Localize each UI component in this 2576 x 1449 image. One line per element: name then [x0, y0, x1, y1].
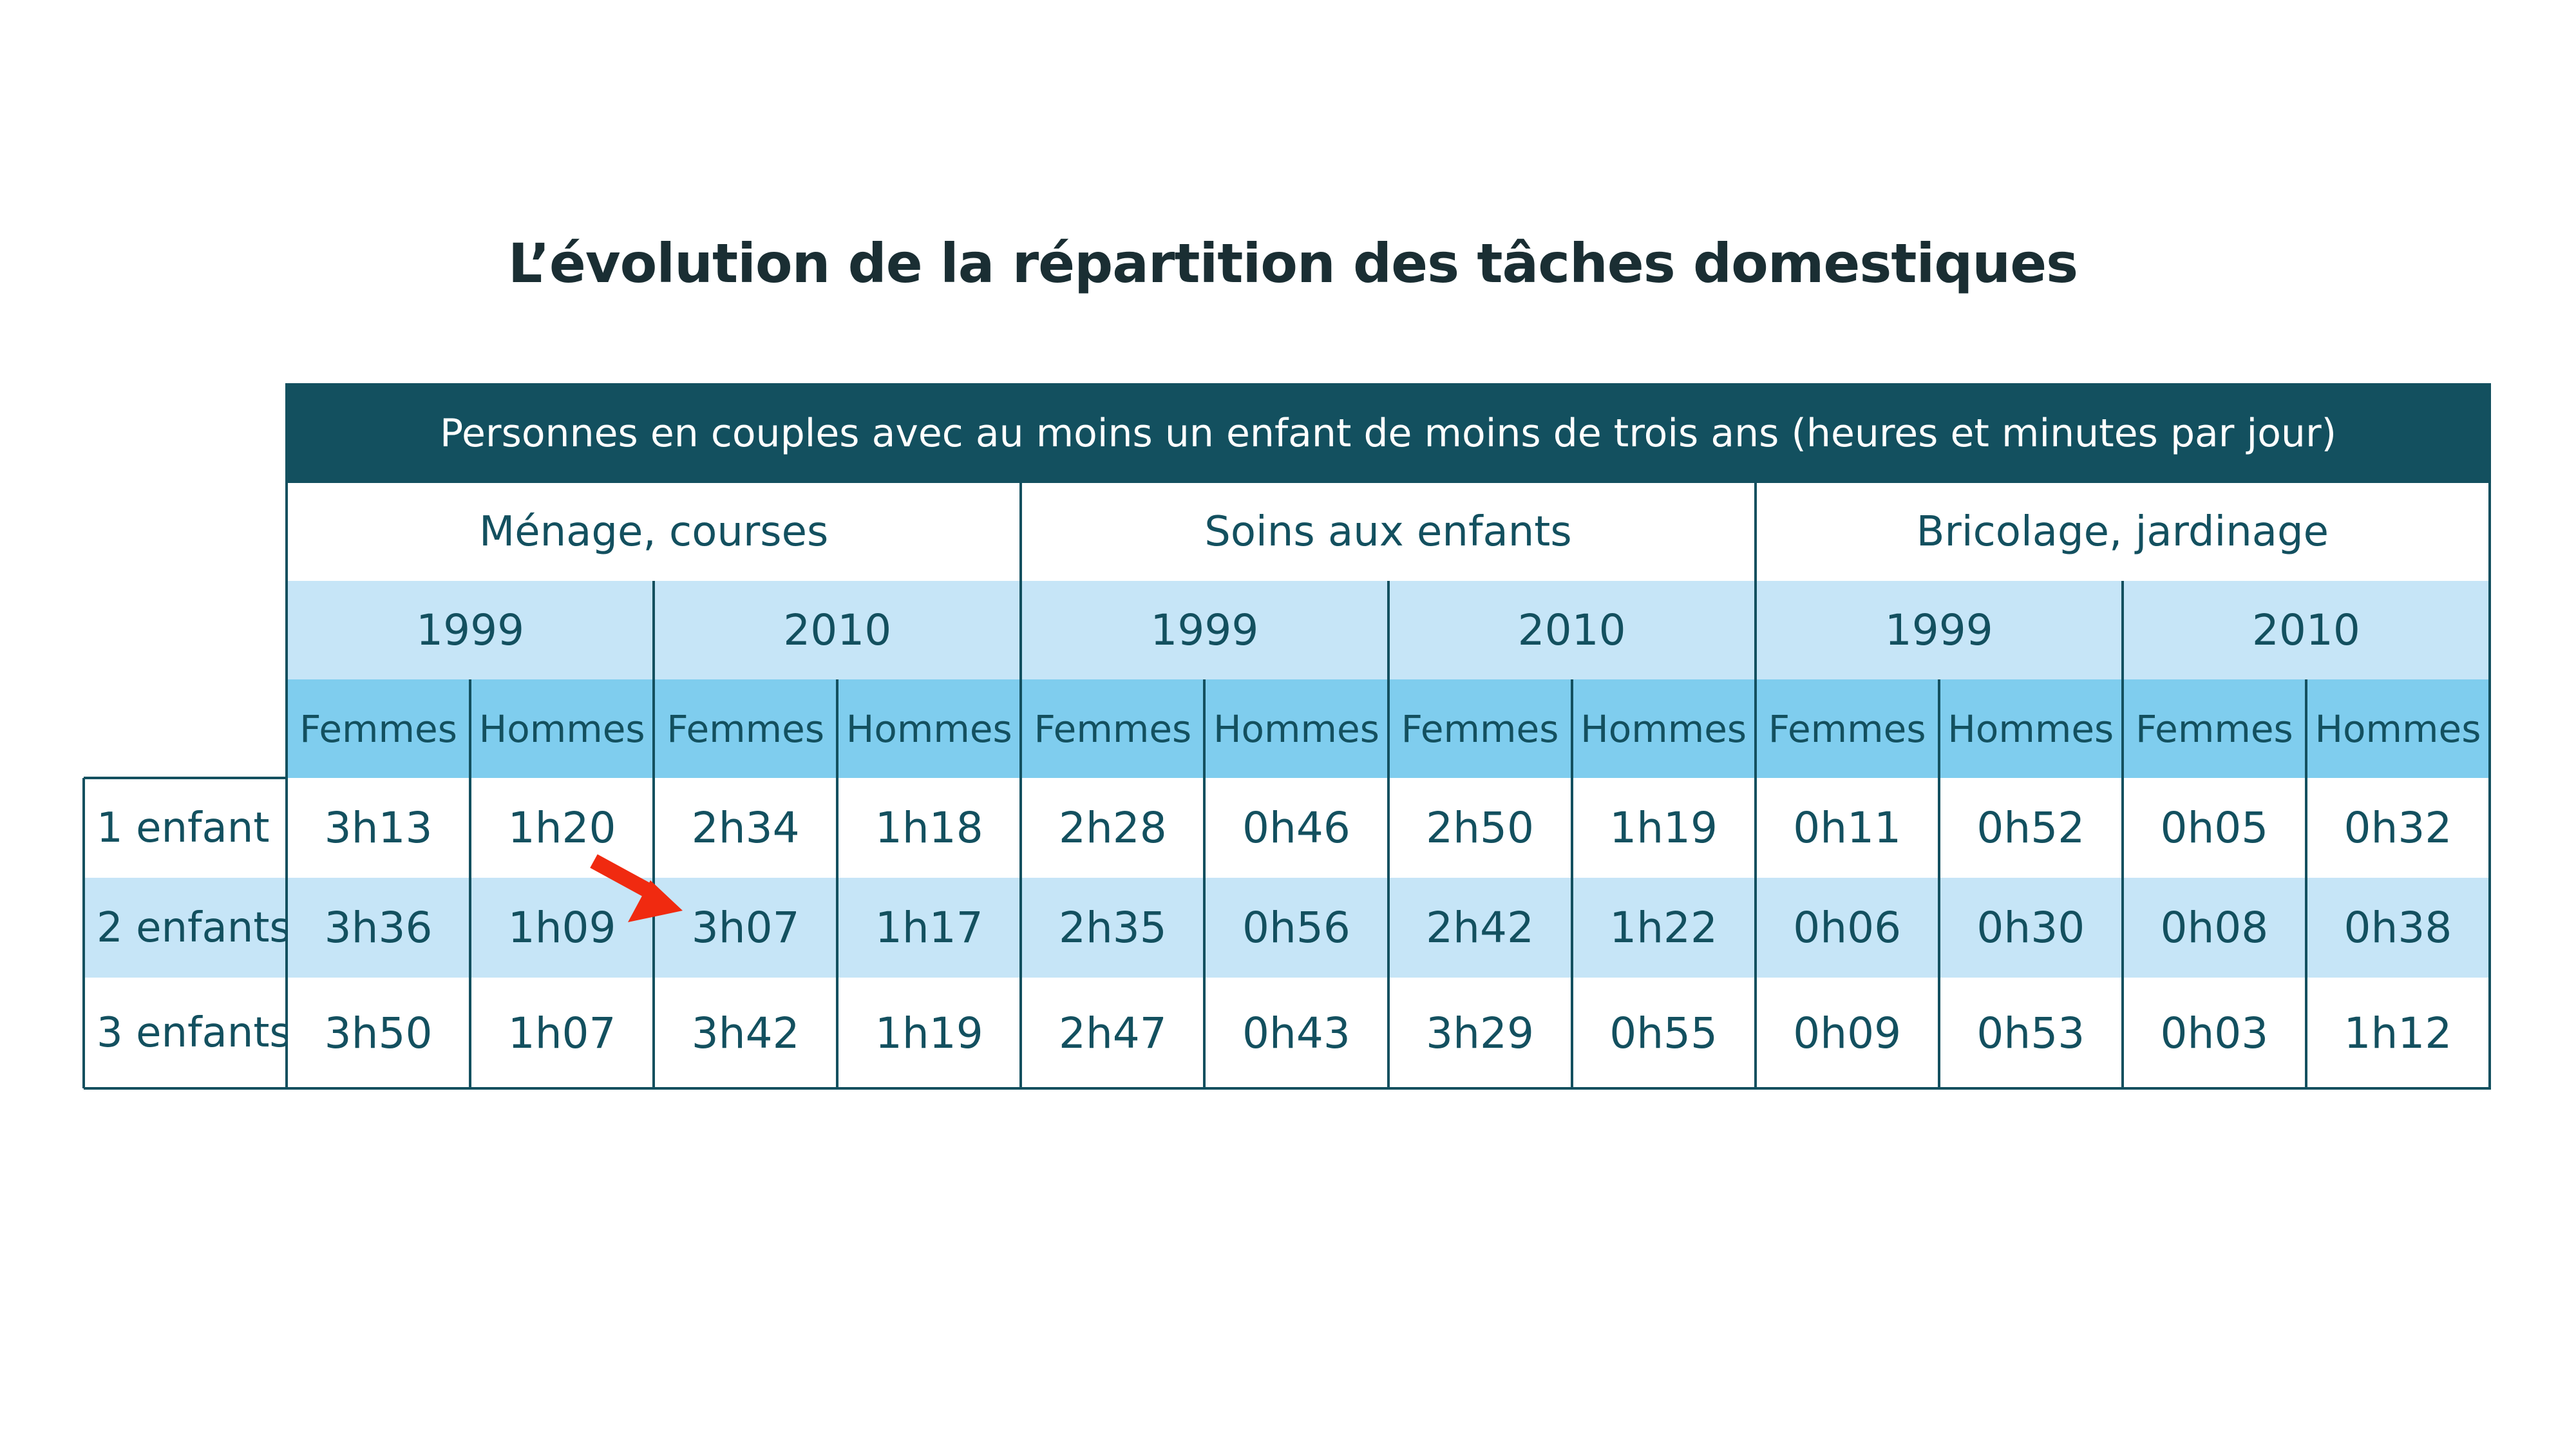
sex-header: Femmes — [287, 679, 471, 778]
table-cell: 3h50 — [287, 978, 471, 1088]
sex-header: Femmes — [2122, 679, 2306, 778]
table-cell: 0h08 — [2122, 878, 2306, 978]
table-cell: 1h22 — [1571, 878, 1756, 978]
row-label: 1 enfant — [84, 778, 287, 878]
grid-line — [285, 383, 288, 1088]
table-cell: 1h19 — [1571, 778, 1756, 878]
sex-header: Hommes — [470, 679, 654, 778]
sex-header: Hommes — [2306, 679, 2490, 778]
grid-line — [84, 1087, 2491, 1090]
sex-header: Hommes — [1571, 679, 1756, 778]
table-cell: 0h46 — [1204, 778, 1388, 878]
table-cell: 3h07 — [654, 878, 838, 978]
sex-header: Femmes — [654, 679, 838, 778]
table-cell: 0h32 — [2306, 778, 2490, 878]
category-header: Ménage, courses — [287, 483, 1021, 581]
grid-line — [84, 777, 287, 779]
table-cell: 3h29 — [1388, 978, 1572, 1088]
year-header: 2010 — [654, 581, 1021, 679]
sex-header: Femmes — [1755, 679, 1939, 778]
grid-line — [2304, 679, 2307, 1088]
table-header: Personnes en couples avec au moins un en… — [287, 383, 2490, 483]
table-cell: 1h12 — [2306, 978, 2490, 1088]
year-header: 2010 — [1388, 581, 1756, 679]
grid-line — [836, 679, 839, 1088]
table-cell: 0h56 — [1204, 878, 1388, 978]
table-cell: 2h28 — [1021, 778, 1205, 878]
table-cell: 1h17 — [837, 878, 1021, 978]
grid-line — [652, 581, 656, 1088]
table-cell: 2h50 — [1388, 778, 1572, 878]
table-cell: 0h30 — [1938, 878, 2123, 978]
grid-line — [1203, 679, 1206, 1088]
grid-line — [1754, 483, 1757, 1088]
table-cell: 0h11 — [1755, 778, 1939, 878]
category-header: Soins aux enfants — [1021, 483, 1756, 581]
sex-header: Femmes — [1021, 679, 1205, 778]
table-cell: 2h35 — [1021, 878, 1205, 978]
grid-line — [2121, 581, 2124, 1088]
year-header: 1999 — [1021, 581, 1388, 679]
table-cell: 2h34 — [654, 778, 838, 878]
table-cell: 0h38 — [2306, 878, 2490, 978]
table-cell: 0h03 — [2122, 978, 2306, 1088]
page-title: L’évolution de la répartition des tâches… — [507, 232, 2078, 295]
grid-line — [1387, 581, 1390, 1088]
year-header: 2010 — [2122, 581, 2490, 679]
table-cell: 0h05 — [2122, 778, 2306, 878]
grid-line — [469, 679, 472, 1088]
row-label: 2 enfants — [84, 878, 291, 978]
table-cell: 1h07 — [470, 978, 654, 1088]
table-cell: 0h53 — [1938, 978, 2123, 1088]
table-cell: 2h47 — [1021, 978, 1205, 1088]
year-header: 1999 — [1755, 581, 2123, 679]
table-cell: 3h36 — [287, 878, 471, 978]
grid-line — [1570, 679, 1573, 1088]
table-cell: 0h43 — [1204, 978, 1388, 1088]
sex-header: Hommes — [837, 679, 1021, 778]
table-cell: 1h20 — [470, 778, 654, 878]
sex-header: Femmes — [1388, 679, 1572, 778]
row-label: 3 enfants — [84, 978, 291, 1088]
table-cell: 3h13 — [287, 778, 471, 878]
category-header: Bricolage, jardinage — [1755, 483, 2490, 581]
table-cell: 2h42 — [1388, 878, 1572, 978]
table-cell: 1h18 — [837, 778, 1021, 878]
grid-line — [82, 778, 85, 1088]
grid-line — [2488, 383, 2491, 1088]
table-cell: 1h19 — [837, 978, 1021, 1088]
table-cell: 0h06 — [1755, 878, 1939, 978]
sex-header: Hommes — [1204, 679, 1388, 778]
table-cell: 0h52 — [1938, 778, 2123, 878]
grid-line — [1019, 483, 1023, 1088]
table-cell: 3h42 — [654, 978, 838, 1088]
sex-header: Hommes — [1938, 679, 2123, 778]
year-header: 1999 — [287, 581, 654, 679]
table-cell: 1h09 — [470, 878, 654, 978]
grid-line — [1937, 679, 1940, 1088]
table-cell: 0h09 — [1755, 978, 1939, 1088]
table-cell: 0h55 — [1571, 978, 1756, 1088]
